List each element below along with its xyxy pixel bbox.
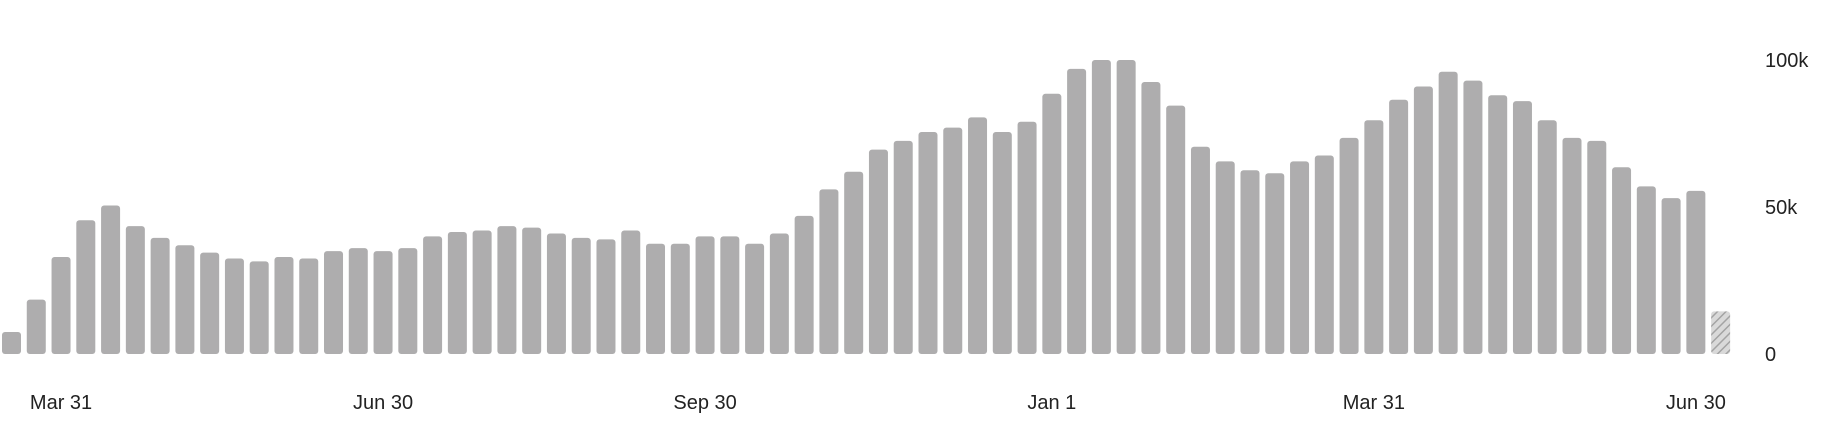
bar[interactable] — [1265, 173, 1285, 354]
bar[interactable] — [1389, 99, 1409, 354]
bar[interactable] — [1438, 71, 1458, 354]
bar[interactable] — [348, 248, 368, 354]
x-tick-label: Jun 30 — [353, 392, 413, 414]
bar[interactable] — [1686, 190, 1706, 354]
y-tick-label: 50k — [1765, 197, 1798, 219]
y-tick-label: 100k — [1765, 50, 1809, 72]
bar[interactable] — [249, 261, 269, 354]
bar[interactable] — [1290, 161, 1310, 354]
bar[interactable] — [1488, 95, 1508, 354]
y-tick-label: 0 — [1765, 344, 1776, 366]
bar[interactable] — [571, 237, 591, 354]
bar[interactable] — [76, 220, 96, 354]
bar[interactable] — [1314, 155, 1334, 354]
bar[interactable] — [1562, 137, 1582, 354]
bar[interactable] — [2, 331, 21, 354]
x-tick-label: Mar 31 — [30, 392, 92, 414]
bar[interactable] — [1067, 68, 1087, 354]
bar[interactable] — [1116, 60, 1136, 354]
bar[interactable] — [1091, 60, 1111, 354]
bar[interactable] — [447, 231, 467, 354]
bar[interactable] — [398, 248, 418, 354]
bar[interactable] — [1339, 137, 1359, 354]
x-tick-label: Mar 31 — [1343, 392, 1405, 414]
bar[interactable] — [794, 215, 814, 354]
bar[interactable] — [1463, 80, 1483, 354]
bar[interactable] — [1537, 120, 1557, 355]
bar[interactable] — [893, 140, 913, 354]
y-axis: 0 50k 100k — [1765, 50, 1809, 366]
bar[interactable] — [720, 236, 740, 354]
bar[interactable] — [497, 226, 517, 354]
bar[interactable] — [1413, 86, 1433, 355]
bar[interactable] — [646, 243, 666, 354]
bar[interactable] — [968, 117, 988, 354]
bar[interactable] — [1612, 167, 1632, 354]
bar[interactable] — [1166, 105, 1186, 354]
bar[interactable] — [769, 233, 789, 354]
bar[interactable] — [1661, 198, 1681, 354]
x-tick-label: Sep 30 — [673, 392, 736, 414]
bar[interactable] — [1587, 140, 1607, 354]
bars-layer — [2, 60, 1731, 355]
bar[interactable] — [1512, 101, 1532, 354]
bar[interactable] — [373, 251, 393, 354]
bar[interactable] — [695, 236, 715, 354]
bar[interactable] — [819, 189, 839, 354]
bar[interactable] — [1017, 121, 1037, 355]
x-tick-label: Jan 1 — [1027, 392, 1076, 414]
bar[interactable] — [868, 149, 888, 354]
bar[interactable] — [918, 132, 938, 354]
bar-partial[interactable] — [1711, 311, 1731, 354]
bar[interactable] — [51, 256, 71, 354]
bar[interactable] — [150, 237, 170, 354]
bar[interactable] — [472, 230, 492, 354]
bar[interactable] — [1240, 170, 1260, 354]
x-tick-label: Jun 30 — [1666, 392, 1726, 414]
bar[interactable] — [125, 226, 145, 354]
bar[interactable] — [1042, 93, 1062, 354]
bar[interactable] — [943, 127, 963, 355]
bar[interactable] — [1190, 146, 1210, 354]
bar[interactable] — [200, 252, 220, 354]
bar[interactable] — [1636, 186, 1656, 354]
bar[interactable] — [745, 243, 765, 354]
x-axis: Mar 31 Jun 30 Sep 30 Jan 1 Mar 31 Jun 30 — [30, 392, 1726, 414]
bar[interactable] — [299, 258, 319, 354]
bar[interactable] — [1141, 82, 1161, 355]
bar[interactable] — [1215, 161, 1235, 354]
bar[interactable] — [1364, 120, 1384, 355]
bar[interactable] — [324, 251, 344, 354]
bar[interactable] — [423, 236, 443, 354]
bar[interactable] — [992, 132, 1012, 354]
bar[interactable] — [101, 205, 121, 354]
bar[interactable] — [844, 171, 864, 354]
bar[interactable] — [621, 230, 641, 354]
bar[interactable] — [224, 258, 244, 354]
bar[interactable] — [596, 239, 616, 354]
bar[interactable] — [546, 233, 566, 354]
bar[interactable] — [522, 227, 542, 354]
bar[interactable] — [670, 243, 690, 354]
bar[interactable] — [175, 245, 195, 354]
bar[interactable] — [274, 256, 294, 354]
bar[interactable] — [26, 299, 46, 354]
